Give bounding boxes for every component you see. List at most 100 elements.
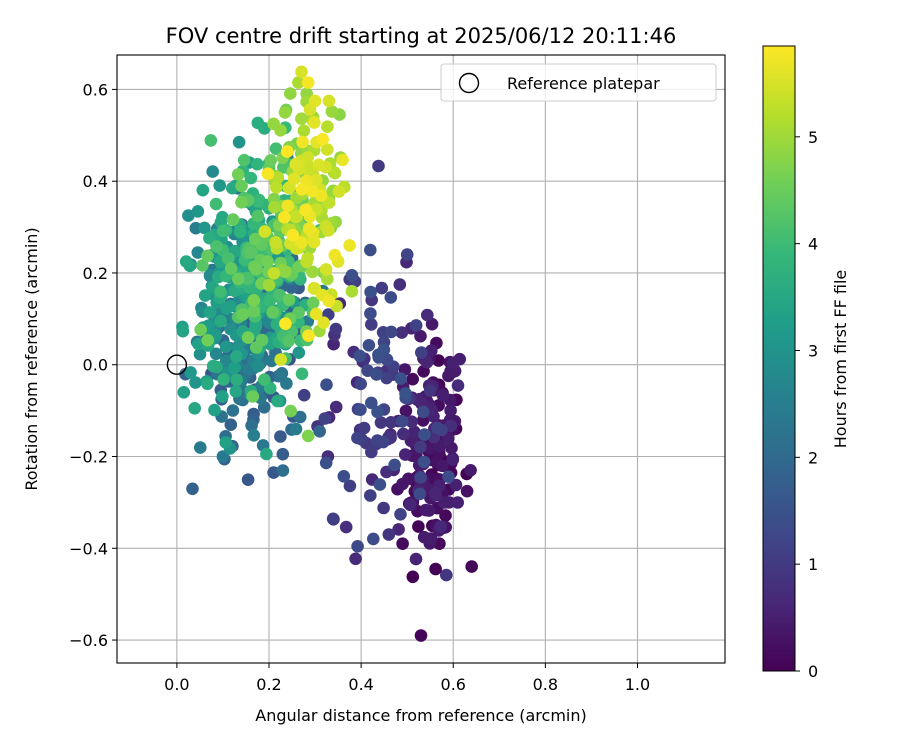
data-point xyxy=(406,570,420,584)
data-point xyxy=(276,464,290,477)
data-point xyxy=(251,209,265,223)
data-point xyxy=(213,179,226,192)
data-point xyxy=(364,307,377,320)
data-point xyxy=(229,385,243,398)
colorbar-tick-label: 4 xyxy=(808,235,818,254)
data-point xyxy=(306,296,320,310)
data-point xyxy=(271,171,285,184)
data-point xyxy=(329,400,343,414)
data-point xyxy=(214,285,227,299)
data-point xyxy=(377,435,390,449)
data-point xyxy=(292,76,305,89)
plot-frame xyxy=(116,54,726,664)
data-point xyxy=(250,157,264,171)
data-point xyxy=(274,353,288,366)
data-point xyxy=(370,368,383,381)
data-point xyxy=(345,269,359,282)
data-point xyxy=(397,427,410,441)
data-point xyxy=(367,532,380,546)
colorbar-label: Hours from first FF file xyxy=(831,270,850,449)
data-point xyxy=(302,222,316,235)
data-point xyxy=(289,157,303,171)
data-point xyxy=(436,389,450,402)
data-point xyxy=(349,552,362,566)
data-point xyxy=(337,470,351,483)
data-point xyxy=(284,87,297,100)
data-point xyxy=(310,173,323,187)
data-point xyxy=(204,134,218,147)
data-point xyxy=(424,532,438,545)
data-point xyxy=(194,441,207,454)
data-point xyxy=(261,167,275,180)
data-point xyxy=(299,203,312,217)
data-point xyxy=(388,458,401,472)
data-point xyxy=(399,448,412,461)
data-point xyxy=(451,496,465,509)
data-point xyxy=(322,294,336,308)
data-point xyxy=(191,246,205,259)
data-point xyxy=(440,568,453,582)
data-point xyxy=(270,181,283,194)
data-point xyxy=(214,314,227,328)
data-point xyxy=(375,281,389,295)
data-point xyxy=(415,346,428,359)
x-tick-label: 0.8 xyxy=(533,675,558,694)
data-point xyxy=(296,135,309,149)
data-point xyxy=(279,265,292,279)
data-point xyxy=(277,161,290,174)
colorbar-tick-label: 0 xyxy=(808,662,818,681)
data-point xyxy=(309,307,323,321)
data-point xyxy=(434,520,447,533)
data-point xyxy=(274,430,287,443)
data-point xyxy=(255,333,269,347)
data-point xyxy=(396,477,409,491)
legend: Reference platepar xyxy=(440,63,717,102)
data-point xyxy=(364,243,377,257)
data-point xyxy=(208,403,221,417)
data-point xyxy=(326,512,340,526)
data-point xyxy=(371,405,384,419)
colorbar-tick-label: 5 xyxy=(808,128,818,147)
data-point xyxy=(231,168,245,181)
data-point xyxy=(422,504,436,517)
data-point xyxy=(230,350,243,363)
data-point xyxy=(188,402,201,415)
data-point xyxy=(319,263,333,276)
data-point xyxy=(439,509,452,522)
data-point xyxy=(273,288,286,302)
data-point xyxy=(258,373,271,387)
colorbar-tick-label: 1 xyxy=(808,555,818,574)
data-point xyxy=(249,232,262,246)
data-point xyxy=(328,248,342,262)
data-point xyxy=(343,479,357,493)
colorbar: 0 1 2 3 4 5 Hours from first FF file xyxy=(762,45,850,681)
data-point xyxy=(325,105,339,118)
data-point xyxy=(429,562,442,576)
data-point xyxy=(258,225,272,238)
data-point xyxy=(263,294,276,308)
data-point xyxy=(217,373,230,386)
legend-box xyxy=(440,63,717,102)
data-point xyxy=(232,135,246,149)
data-point xyxy=(274,124,287,137)
data-point xyxy=(182,209,195,222)
data-point xyxy=(442,432,455,446)
data-point xyxy=(425,344,438,358)
y-tick-label: −0.6 xyxy=(69,631,108,650)
data-point xyxy=(279,317,292,331)
data-point xyxy=(301,76,315,89)
data-point xyxy=(300,255,313,269)
data-point xyxy=(372,348,385,362)
data-point xyxy=(413,487,427,501)
data-point xyxy=(406,372,420,386)
data-point xyxy=(224,418,238,432)
data-point xyxy=(365,396,378,410)
colorbar-tick-label: 3 xyxy=(808,341,818,360)
data-point xyxy=(321,120,334,133)
data-point xyxy=(417,455,431,469)
data-point xyxy=(399,404,413,418)
data-point xyxy=(264,154,278,167)
data-point xyxy=(289,422,303,436)
data-point xyxy=(412,520,425,533)
y-tick-label: −0.4 xyxy=(69,539,108,558)
